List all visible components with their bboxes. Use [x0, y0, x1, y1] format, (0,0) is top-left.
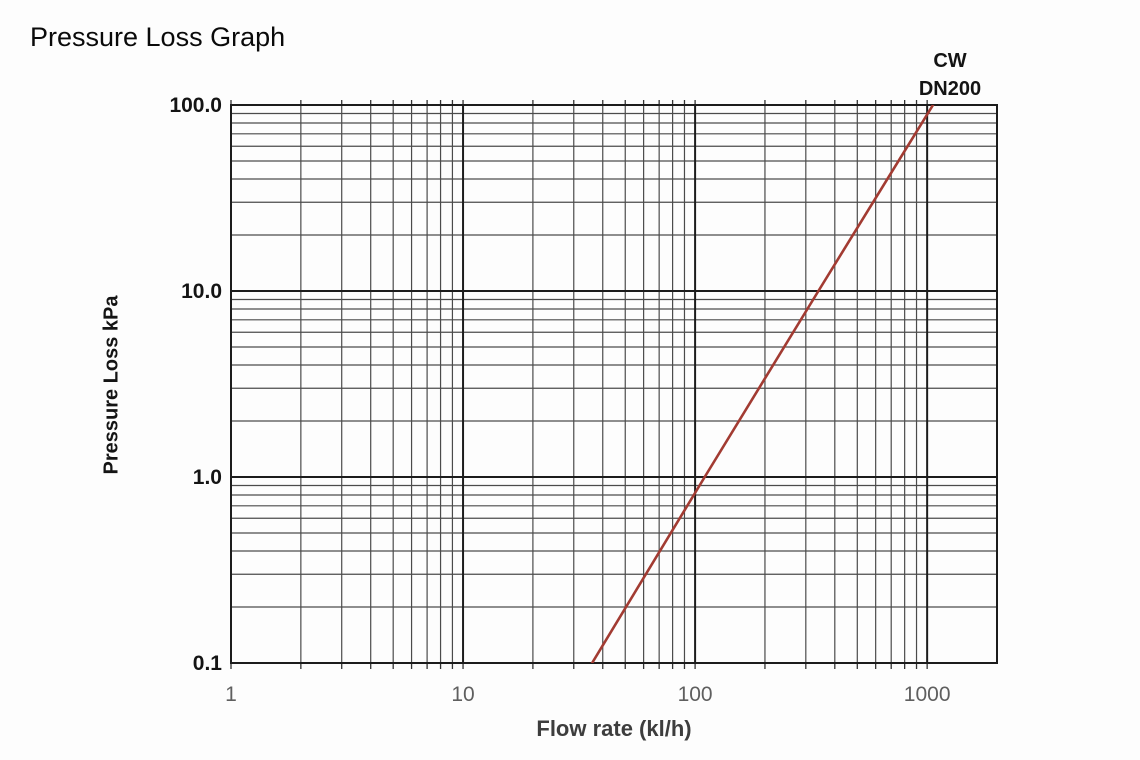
y-tick-label: 0.1 — [193, 652, 223, 675]
y-axis-label: Pressure Loss kPa — [100, 295, 123, 475]
x-tick-label: 1 — [225, 683, 237, 706]
x-tick-label: 100 — [678, 683, 713, 706]
legend: CW DN200 — [919, 47, 981, 103]
page-title: Pressure Loss Graph — [30, 22, 286, 52]
legend-series-name-line1: CW — [933, 50, 967, 72]
legend-series-name-line2: DN200 — [918, 78, 982, 100]
x-tick-label: 1000 — [904, 683, 951, 706]
y-tick-label: 10.0 — [181, 280, 222, 303]
x-tick-label: 10 — [451, 683, 474, 706]
plot-frame — [230, 104, 998, 664]
x-axis-label: Flow rate (kl/h) — [536, 716, 692, 741]
y-tick-label: 1.0 — [193, 466, 222, 489]
series-line-cw-dn200 — [590, 105, 935, 663]
y-tick-label: 100.0 — [169, 94, 222, 117]
